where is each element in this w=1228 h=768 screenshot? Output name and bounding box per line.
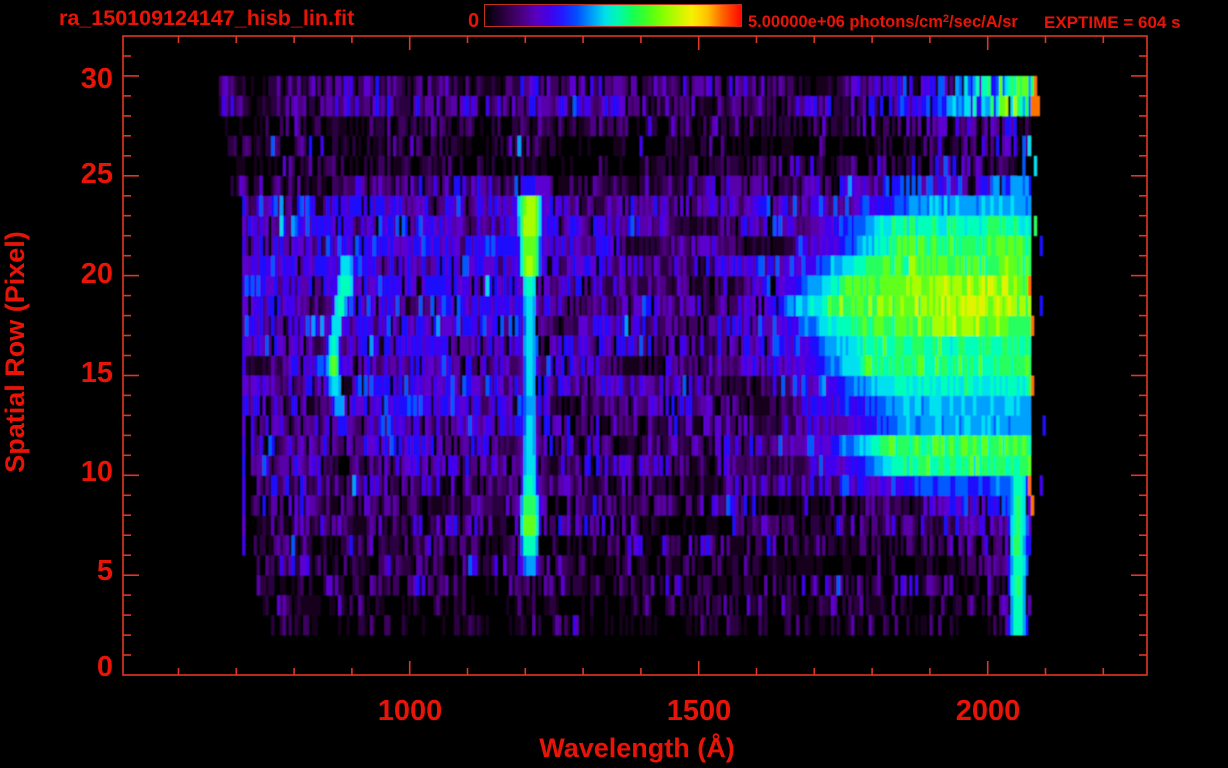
svg-text:30: 30 (81, 63, 113, 95)
svg-text:2000: 2000 (956, 695, 1021, 727)
svg-text:1500: 1500 (667, 695, 732, 727)
svg-text:5: 5 (97, 555, 113, 587)
svg-text:20: 20 (81, 258, 113, 290)
svg-text:Wavelength (Å): Wavelength (Å) (539, 732, 735, 763)
svg-text:15: 15 (81, 357, 113, 389)
svg-text:1000: 1000 (378, 695, 443, 727)
svg-text:10: 10 (81, 456, 113, 488)
svg-text:25: 25 (81, 158, 113, 190)
svg-text:0: 0 (97, 651, 113, 683)
svg-text:Spatial Row (Pixel): Spatial Row (Pixel) (0, 231, 30, 473)
